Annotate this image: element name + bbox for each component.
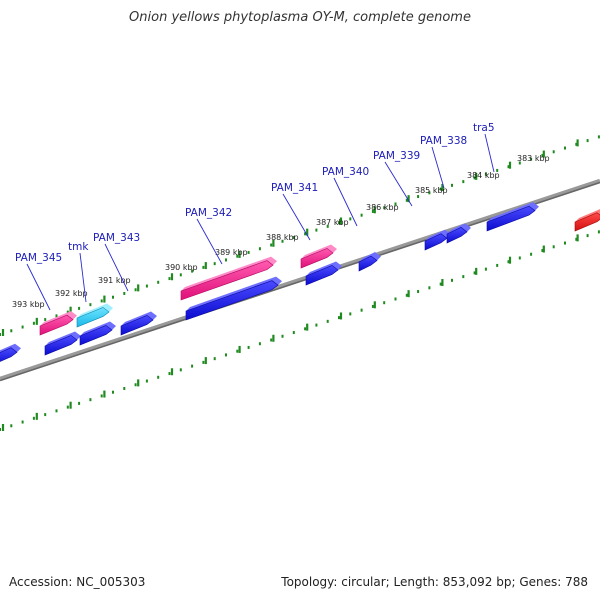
gene-leader-line [333, 177, 358, 227]
gene-label[interactable]: tmk [68, 241, 89, 253]
gene-leader-line [282, 193, 311, 241]
gene-arrow-pam[interactable] [180, 260, 274, 301]
gene-label[interactable]: PAM_345 [15, 252, 62, 264]
gene-arrow-blue[interactable] [120, 315, 154, 336]
gene-label[interactable]: PAM_340 [322, 166, 369, 178]
gene-arrow-blue[interactable] [0, 347, 18, 365]
gene-leader-line [196, 218, 223, 265]
scale-label: 391 kbp [98, 276, 131, 285]
gene-arrow-blue[interactable] [185, 280, 279, 321]
gene-arrow-blue[interactable] [486, 205, 536, 232]
scale-label: 390 kbp [165, 263, 198, 272]
gene-label[interactable]: PAM_338 [420, 135, 467, 147]
scale-label: 387 kbp [316, 218, 349, 227]
scale-label: 393 kbp [12, 300, 45, 309]
gene-leader-line [384, 161, 413, 207]
gene-leader-line [484, 133, 495, 173]
gene-arrow-blue[interactable] [79, 325, 113, 346]
gene-arrow-blue[interactable] [305, 265, 339, 286]
scale-label: 388 kbp [266, 233, 299, 242]
gene-leader-line [79, 252, 87, 303]
genome-backbone [0, 178, 600, 382]
gene-arrow-blue[interactable] [424, 233, 448, 251]
gene-label[interactable]: PAM_339 [373, 150, 420, 162]
accession-text: Accession: NC_005303 [9, 575, 146, 589]
gene-label[interactable]: PAM_342 [185, 207, 232, 219]
genome-title: Onion yellows phytoplasma OY-M, complete… [129, 10, 471, 25]
gene-leader-line [26, 263, 51, 311]
gene-label[interactable]: PAM_341 [271, 182, 318, 194]
gene-leader-line [104, 243, 129, 292]
gene-arrow-pam[interactable] [39, 314, 74, 336]
scale-label: 386 kbp [366, 203, 399, 212]
gene-label[interactable]: tra5 [473, 122, 495, 134]
scale-label: 385 kbp [415, 186, 448, 195]
genome-summary: Topology: circular; Length: 853,092 bp; … [281, 575, 588, 589]
gene-arrow-blue[interactable] [446, 227, 468, 244]
scale-label: 392 kbp [55, 289, 88, 298]
gene-arrow-blue[interactable] [358, 255, 378, 272]
gene-arrow-red[interactable] [574, 212, 600, 232]
gene-arrow-pam[interactable] [300, 248, 334, 269]
scale-label: 383 kbp [517, 154, 550, 163]
scale-label: 389 kbp [215, 248, 248, 257]
gene-arrow-tmk[interactable] [76, 307, 110, 328]
scale-label: 384 kbp [467, 171, 500, 180]
gene-arrow-blue[interactable] [44, 335, 78, 356]
gene-leader-line [431, 146, 445, 189]
gene-label[interactable]: PAM_343 [93, 232, 140, 244]
